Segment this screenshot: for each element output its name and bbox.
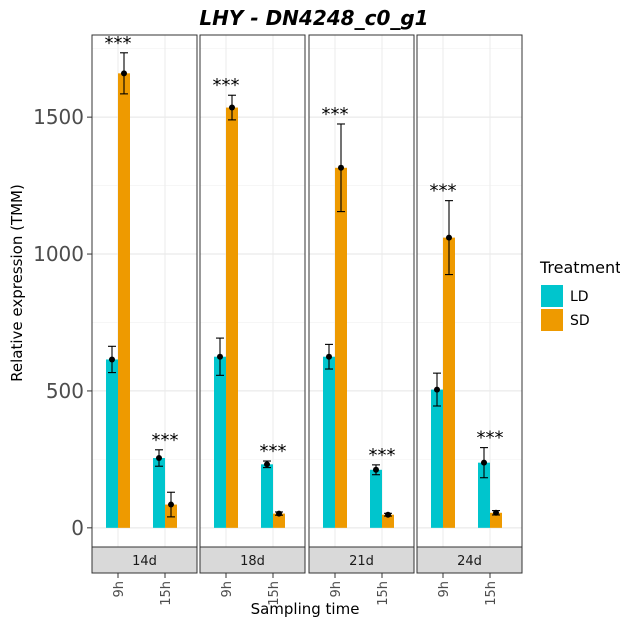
mean-point: [326, 353, 332, 360]
mean-point: [493, 509, 499, 516]
mean-point: [121, 70, 127, 77]
x-tick-label: 15h: [159, 581, 174, 606]
bar-SD: [382, 514, 394, 528]
significance-label: ***: [430, 181, 457, 202]
significance-label: ***: [213, 75, 240, 96]
mean-point: [434, 386, 440, 393]
bar-SD: [118, 73, 130, 528]
legend-title: Treatment: [539, 258, 620, 277]
significance-label: ***: [322, 104, 349, 125]
legend-swatch-SD: [541, 309, 563, 331]
y-axis-label: Relative expression (TMM): [8, 184, 26, 382]
bar-SD: [226, 107, 238, 528]
legend-swatch-LD: [541, 285, 563, 307]
mean-point: [156, 455, 162, 462]
legend: Treatment LD SD: [539, 258, 620, 331]
mean-point: [338, 164, 344, 171]
x-tick-label: 9h: [112, 581, 127, 598]
facet-strip-label: 14d: [132, 554, 157, 569]
facet-strip: [91, 546, 198, 574]
mean-point: [217, 353, 223, 360]
facet-strip: [199, 546, 306, 574]
significance-label: ***: [477, 428, 504, 449]
facet-strip-label: 18d: [240, 554, 265, 569]
x-tick-label: 9h: [329, 581, 344, 598]
bar-LD: [214, 356, 226, 528]
x-tick-label: 15h: [484, 581, 499, 606]
y-tick-label: 500: [46, 379, 84, 403]
y-axis-ticks: 0 500 1000 1500: [33, 105, 92, 540]
bar-LD: [478, 462, 490, 528]
bar-LD: [153, 458, 165, 528]
bar-LD: [261, 464, 273, 528]
facet-strip-label: 21d: [349, 554, 374, 569]
significance-label: ***: [152, 430, 179, 451]
bar-LD: [323, 356, 335, 528]
bar-SD: [490, 512, 502, 528]
legend-label-SD: SD: [570, 313, 590, 329]
legend-label-LD: LD: [570, 289, 589, 305]
mean-point: [109, 356, 115, 363]
facet-strip-label: 24d: [457, 554, 482, 569]
x-tick-label: 9h: [220, 581, 235, 598]
mean-point: [385, 511, 391, 518]
bar-LD: [370, 469, 382, 528]
y-tick-label: 0: [71, 516, 84, 540]
x-tick-label: 15h: [267, 581, 282, 606]
facet-strip: [416, 546, 523, 574]
y-tick-label: 1000: [33, 242, 84, 266]
mean-point: [276, 510, 282, 517]
x-tick-label: 9h: [437, 581, 452, 598]
mean-point: [373, 466, 379, 473]
chart-title: LHY - DN4248_c0_g1: [199, 6, 428, 30]
mean-point: [229, 104, 235, 111]
legend-items: LD SD: [541, 285, 590, 331]
mean-point: [264, 461, 270, 468]
bar-LD: [106, 359, 118, 528]
facet-strip: [308, 546, 415, 574]
facet-panels: ***9h***15h14d***9h***15h18d***9h***15h2…: [91, 33, 523, 606]
bar-SD: [443, 237, 455, 528]
x-tick-label: 15h: [376, 581, 391, 606]
mean-point: [446, 234, 452, 241]
significance-label: ***: [260, 441, 287, 462]
x-axis-label: Sampling time: [251, 600, 360, 618]
bar-LD: [431, 389, 443, 528]
significance-label: ***: [105, 33, 132, 54]
bar-SD: [273, 513, 285, 528]
mean-point: [481, 459, 487, 466]
y-tick-label: 1500: [33, 105, 84, 129]
bar-SD: [335, 167, 347, 528]
mean-point: [168, 501, 174, 508]
significance-label: ***: [369, 445, 396, 466]
